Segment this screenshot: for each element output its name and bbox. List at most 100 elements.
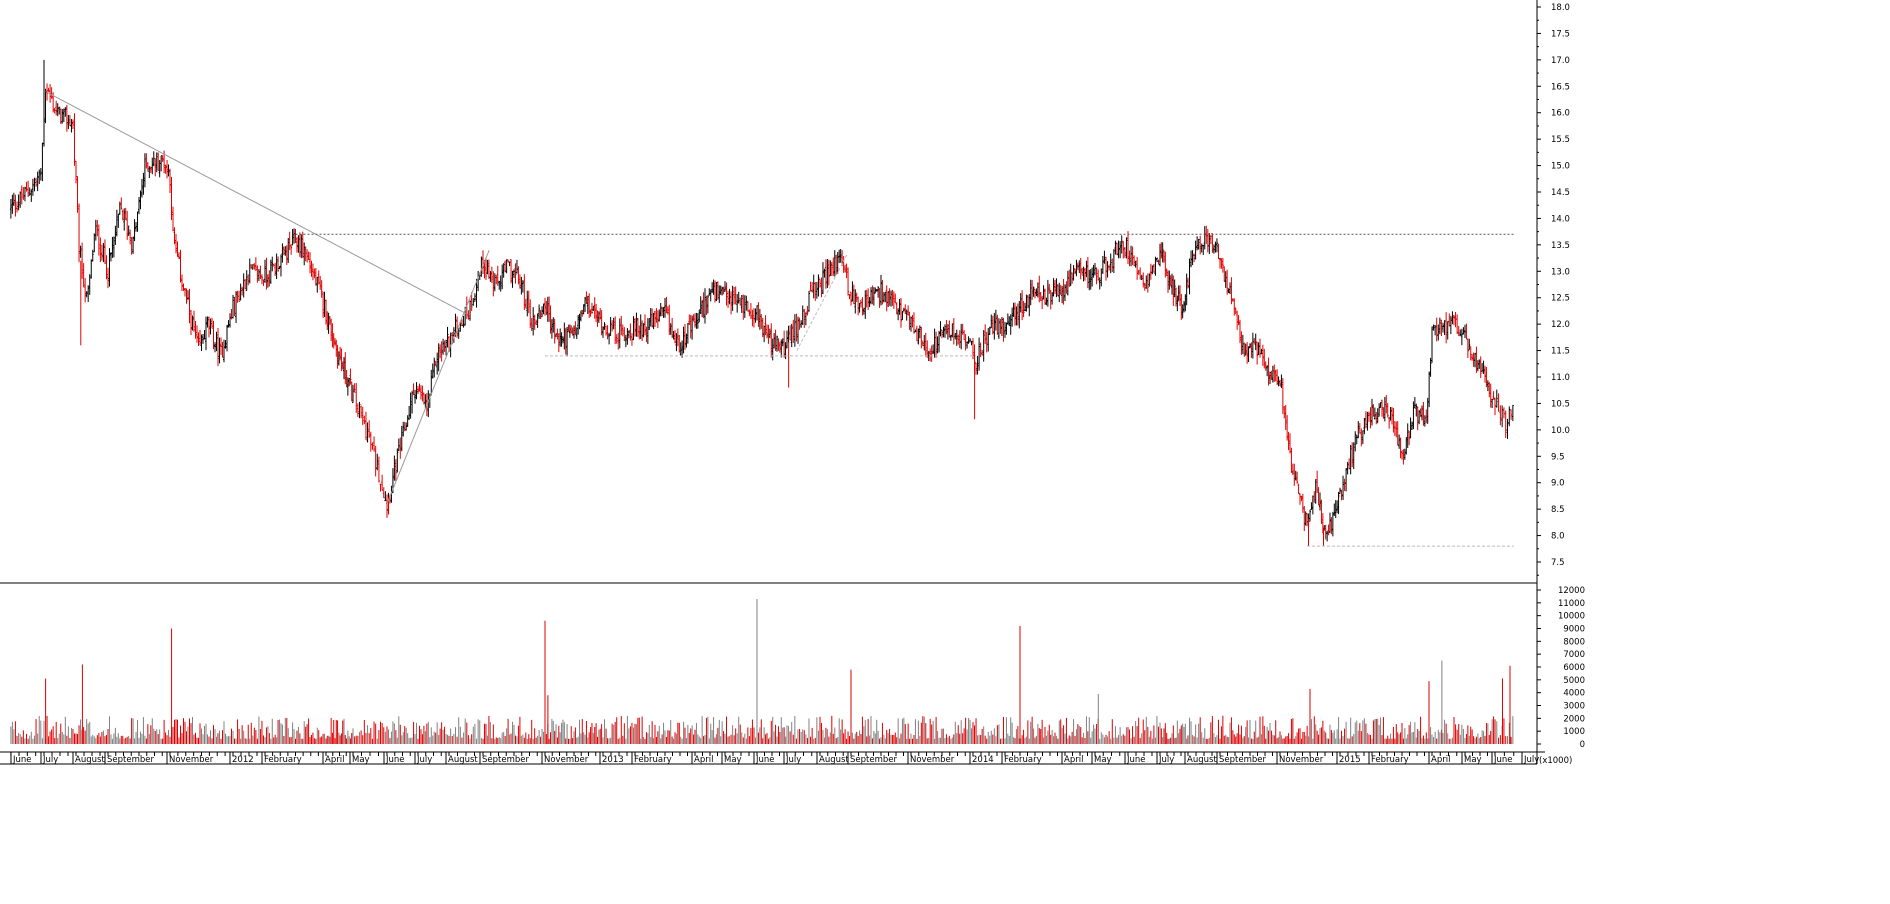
candle <box>661 306 664 316</box>
candle <box>235 291 238 323</box>
candle <box>1244 343 1247 356</box>
candle <box>1142 272 1145 288</box>
candle <box>1038 275 1041 303</box>
candle <box>681 340 684 358</box>
candle <box>300 234 303 259</box>
candle <box>484 258 487 281</box>
candle <box>1411 421 1413 431</box>
candle <box>888 288 891 306</box>
candle <box>776 335 778 352</box>
candle <box>539 310 542 319</box>
candle <box>1392 407 1395 433</box>
candle <box>564 327 567 355</box>
price-y-tick-label: 13.0 <box>1551 267 1570 277</box>
candle <box>1474 352 1476 368</box>
candle <box>1042 285 1045 300</box>
price-y-tick-label: 17.5 <box>1551 29 1570 39</box>
candle <box>100 244 103 261</box>
candle <box>957 334 960 345</box>
candle <box>672 330 675 340</box>
candle <box>1291 463 1294 476</box>
candle <box>172 206 174 232</box>
candle <box>1095 267 1098 285</box>
candle <box>806 305 809 316</box>
volume-y-tick-label: 1000 <box>1563 727 1585 737</box>
candle <box>1300 495 1303 502</box>
candle <box>1303 506 1306 532</box>
candle <box>862 307 865 315</box>
candle <box>320 280 323 298</box>
candle <box>1339 487 1341 495</box>
candle <box>1419 408 1422 418</box>
x-month-label: August <box>1187 755 1217 765</box>
candle <box>874 287 877 294</box>
volume-y-tick-label: 4000 <box>1563 689 1585 699</box>
candle <box>175 234 177 254</box>
candle <box>160 155 163 172</box>
candle <box>832 257 835 276</box>
candle <box>1337 491 1340 515</box>
candle <box>1209 235 1212 245</box>
candle <box>1266 365 1269 377</box>
candle <box>244 279 247 290</box>
candle <box>1004 321 1006 338</box>
candle <box>960 323 963 350</box>
candle <box>1108 265 1111 271</box>
candle <box>1257 342 1260 356</box>
candle <box>865 289 868 308</box>
candle <box>1157 259 1160 265</box>
price-y-tick-label: 11.5 <box>1551 347 1570 357</box>
candle <box>1431 326 1433 363</box>
candle <box>1074 268 1076 275</box>
volume-y-tick-label: 0 <box>1580 740 1585 750</box>
candle <box>1022 300 1025 318</box>
candle <box>504 260 507 272</box>
candle <box>167 164 170 177</box>
candle <box>1472 352 1475 367</box>
candle <box>1044 288 1046 305</box>
candle <box>182 283 185 291</box>
candle <box>1196 236 1199 251</box>
candle <box>1316 470 1319 493</box>
candle <box>671 317 674 338</box>
price-panel <box>9 59 1514 547</box>
candle <box>379 483 382 492</box>
candle <box>618 318 621 349</box>
candle <box>1281 378 1284 414</box>
candle <box>815 281 818 299</box>
candle <box>1219 257 1221 269</box>
candle <box>191 315 194 331</box>
candle <box>397 438 400 452</box>
candle <box>1012 302 1015 317</box>
candle <box>987 328 990 352</box>
candle <box>203 329 206 340</box>
candle <box>1234 307 1237 315</box>
volume-y-tick-label: 2000 <box>1563 714 1585 724</box>
candle <box>676 328 679 347</box>
candle <box>1366 411 1369 431</box>
price-y-tick-label: 10.5 <box>1551 399 1570 409</box>
candle <box>257 269 260 282</box>
candle <box>1091 267 1094 287</box>
candle <box>287 237 290 263</box>
candle <box>262 279 265 286</box>
candle <box>264 259 266 283</box>
candle <box>1501 405 1504 428</box>
candle <box>894 293 897 304</box>
candle <box>1039 291 1042 301</box>
candle <box>926 340 929 358</box>
candle <box>238 290 241 302</box>
candle <box>921 341 924 347</box>
candle <box>1446 320 1449 340</box>
candle <box>1504 410 1507 439</box>
candle <box>259 265 262 280</box>
candle <box>734 286 737 305</box>
candle <box>120 197 123 210</box>
candle <box>820 277 823 298</box>
candle <box>773 333 776 349</box>
candle <box>374 445 377 477</box>
candle <box>1412 401 1415 430</box>
candle <box>1208 233 1211 255</box>
candle <box>214 342 216 353</box>
